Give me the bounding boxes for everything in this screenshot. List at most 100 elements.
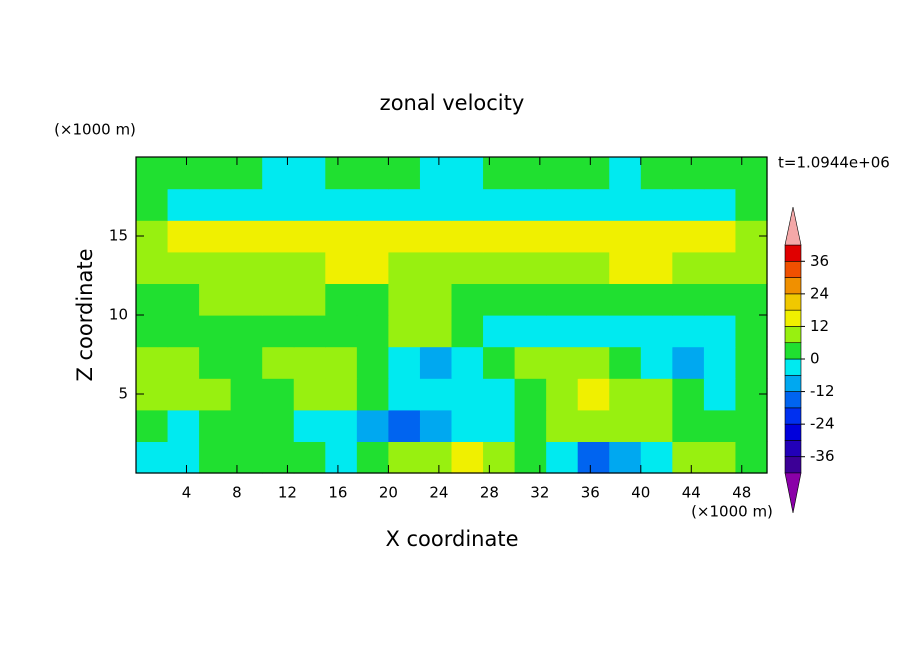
contour-cell [262,220,295,253]
contour-cell [514,409,547,442]
contour-cell [356,251,389,284]
contour-cell [262,157,295,190]
contour-cell [703,157,737,190]
contour-cell [167,251,200,284]
contour-cell [262,188,295,221]
contour-cell [262,251,295,284]
contour-cell [388,188,421,221]
contour-cell [672,157,705,190]
contour-cell [546,378,579,411]
contour-cell [325,157,358,190]
contour-cell [356,409,389,442]
contour-cell [703,315,737,348]
x-tick-label: 16 [328,484,347,502]
contour-cell [546,157,579,190]
contour-cell [199,441,232,474]
contour-cell [167,188,200,221]
contour-cell [388,315,421,348]
colorbar-under [784,472,802,514]
contour-cell [167,346,200,379]
contour-cell [577,251,610,284]
contour-cell [230,188,263,221]
contour-cell [136,346,169,379]
contour-cell [609,251,642,284]
contour-cell [293,157,326,190]
y-tick-label: 5 [118,385,128,403]
contour-cell [577,378,610,411]
contour-cell [483,409,516,442]
contour-cell [483,441,516,474]
colorbar-tick-label: 0 [810,350,820,368]
colorbar-band [784,326,802,344]
contour-cell [356,315,389,348]
contour-cell [293,441,326,474]
contour-cell [640,378,673,411]
contour-cell [672,283,705,316]
contour-cell [388,346,421,379]
contour-cell [703,251,737,284]
colorbar-band [784,244,802,262]
contour-cell [546,283,579,316]
contour-cell [703,409,737,442]
contour-cell [167,157,200,190]
x-tick-label: 8 [232,484,242,502]
contour-cell [514,378,547,411]
contour-cell [451,315,484,348]
contour-cell [293,409,326,442]
contour-cell [735,157,768,190]
contour-cell [703,188,737,221]
contour-cell [546,251,579,284]
x-tick-label: 36 [581,484,600,502]
contour-cell [546,346,579,379]
contour-cell [609,346,642,379]
colorbar-band [784,342,802,360]
contour-cell [230,346,263,379]
contour-cell [577,441,610,474]
contour-cell [609,157,642,190]
contour-cell [672,346,705,379]
contour-cell [356,346,389,379]
contour-cell [672,220,705,253]
contour-cell [577,409,610,442]
contour-cell [546,441,579,474]
contour-cell [293,220,326,253]
contour-cell [546,220,579,253]
contour-cell [640,441,673,474]
contour-cell [199,220,232,253]
contour-cell [356,441,389,474]
contour-cell [451,157,484,190]
contour-cell [293,346,326,379]
contour-cell [735,441,768,474]
contour-cell [136,157,169,190]
contour-cell [230,441,263,474]
contour-cell [419,346,453,379]
contour-cell [262,283,295,316]
colorbar-tick-label: 24 [810,284,829,302]
contour-cell [451,220,484,253]
contour-cell [514,283,547,316]
contour-cell [546,188,579,221]
contour-cell [167,220,200,253]
contour-cell [262,409,295,442]
contour-cell [136,188,169,221]
contour-cell [419,409,453,442]
contour-cell [167,378,200,411]
contour-cell [514,346,547,379]
contour-cell [419,251,453,284]
contour-cell [483,283,516,316]
contour-cell [325,251,358,284]
y-tick-label: 10 [109,306,128,324]
contour-cell [640,283,673,316]
contour-cell [672,378,705,411]
contour-cell [672,441,705,474]
contour-cell [735,315,768,348]
contour-cell [136,315,169,348]
contour-cell [514,220,547,253]
contour-cell [419,441,453,474]
contour-cell [167,315,200,348]
colorbar-band [784,440,802,458]
contour-cell [419,315,453,348]
contour-cell [230,220,263,253]
colorbar-band [784,277,802,295]
